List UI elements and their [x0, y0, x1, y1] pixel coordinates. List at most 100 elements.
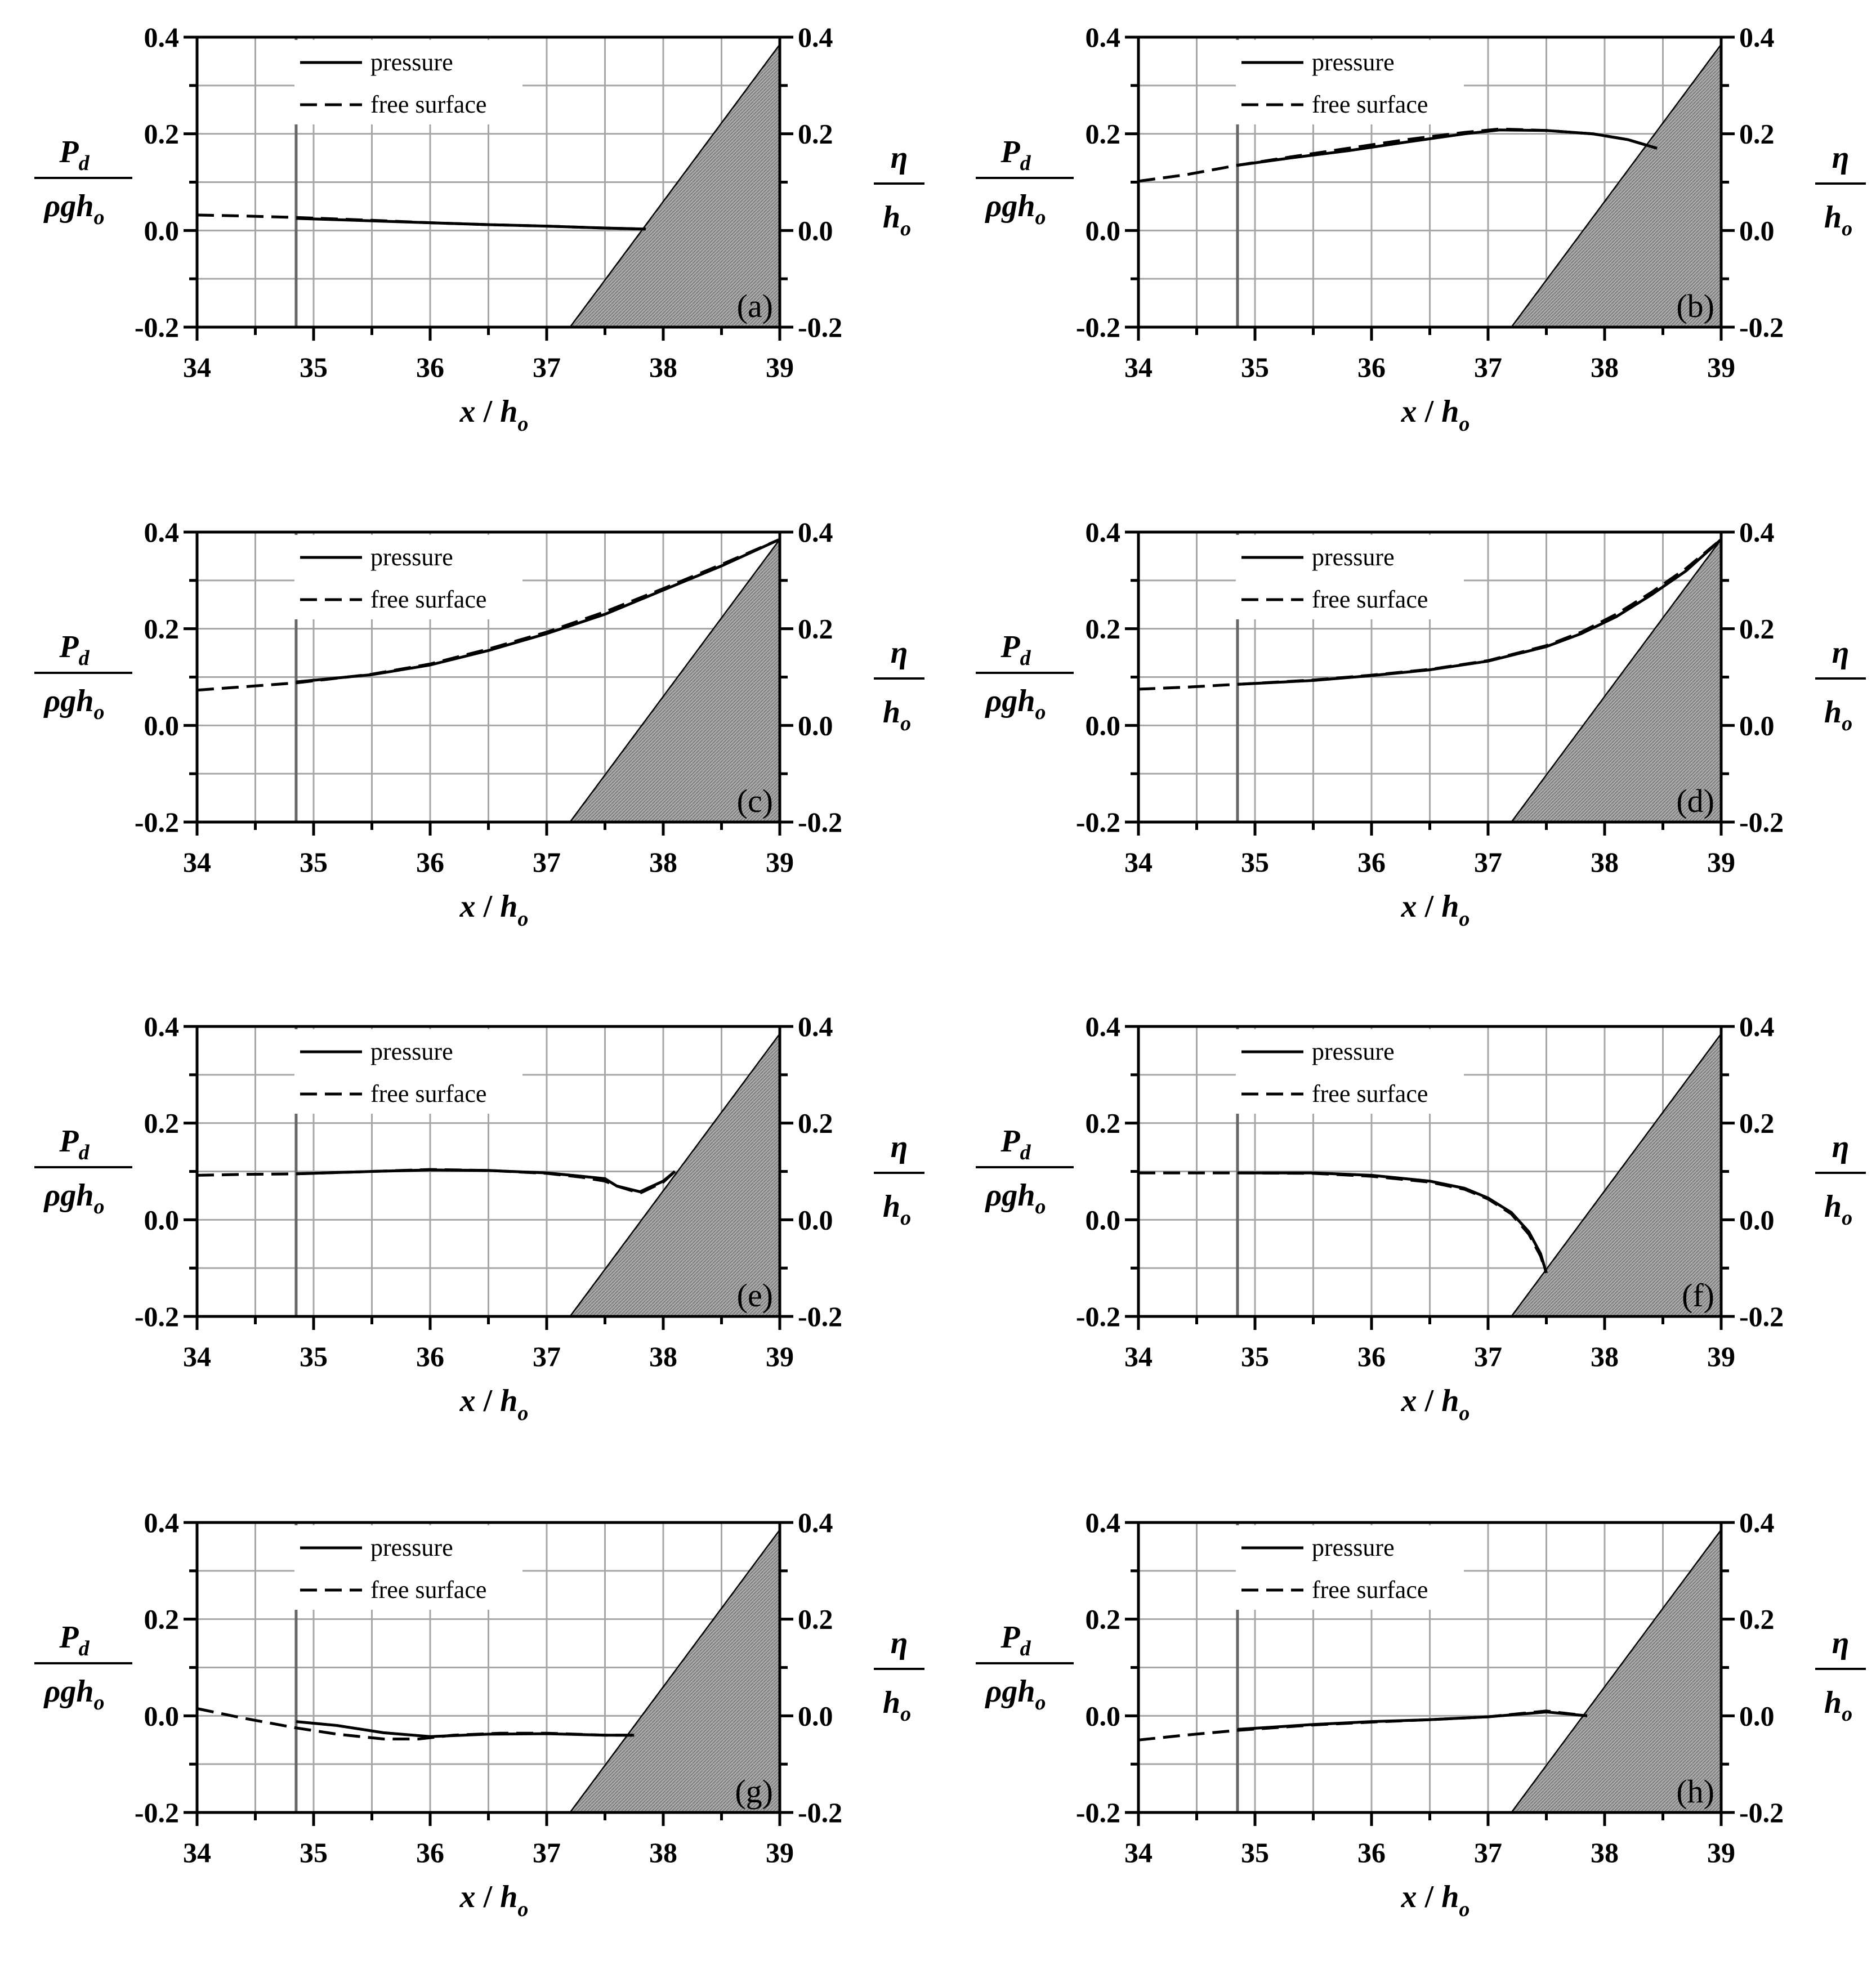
x-tick-label: 36: [416, 1837, 444, 1868]
x-tick-label: 39: [1707, 351, 1735, 383]
y-tick-label-left: -0.2: [1076, 311, 1120, 343]
x-tick-label: 36: [1357, 351, 1386, 383]
legend-label-pressure: pressure: [1312, 1038, 1395, 1065]
panel-label: (c): [737, 783, 773, 819]
left-axis-label-numerator: Pd: [1000, 629, 1031, 670]
y-tick-label-right: 0.4: [798, 1507, 833, 1538]
x-tick-label: 37: [533, 846, 561, 878]
y-tick-label-left: 0.4: [1086, 516, 1121, 548]
y-tick-label-right: -0.2: [798, 1797, 842, 1828]
y-tick-label-right: 0.0: [798, 1700, 833, 1731]
left-axis-label-numerator: Pd: [59, 629, 90, 670]
axis-ticks: [184, 530, 793, 836]
left-axis-label-denominator: ρgho: [43, 189, 105, 229]
x-tick-label: 37: [533, 351, 561, 383]
y-tick-label-left: 0.2: [144, 118, 180, 150]
y-tick-label-left: 0.4: [1086, 1011, 1121, 1042]
sloping-beach: [1509, 1032, 1722, 1318]
y-tick-label-left: 0.0: [144, 709, 180, 741]
y-tick-label-left: 0.2: [1086, 1108, 1121, 1139]
legend-label-pressure: pressure: [370, 543, 453, 571]
x-tick-label: 38: [649, 846, 677, 878]
legend-label-free-surface: free surface: [1312, 1576, 1428, 1604]
x-tick-label: 35: [300, 1837, 328, 1868]
x-tick-label: 34: [183, 351, 211, 383]
legend-background: [294, 535, 522, 619]
y-tick-label-right: 0.4: [798, 1011, 833, 1042]
x-tick-label: 38: [1591, 351, 1619, 383]
left-axis-label-numerator: Pd: [1000, 1124, 1031, 1164]
y-tick-label-left: -0.2: [135, 311, 179, 343]
sloping-beach: [1509, 1528, 1722, 1814]
y-tick-label-left: 0.4: [144, 516, 180, 548]
y-tick-label-left: -0.2: [1076, 1301, 1120, 1332]
x-tick-label: 39: [1707, 1341, 1735, 1372]
legend-background: [294, 1525, 522, 1610]
legend-label-pressure: pressure: [370, 1534, 453, 1561]
series-free-surface: [1138, 1171, 1548, 1274]
series-free-surface: [196, 1168, 676, 1195]
y-tick-label-right: -0.2: [798, 311, 842, 343]
y-tick-label-right: 0.2: [798, 1604, 833, 1635]
axis-ticks: [184, 1521, 793, 1826]
y-tick-label-right: 0.4: [1739, 516, 1775, 548]
y-tick-label-left: 0.4: [144, 21, 180, 53]
panel-label: (a): [737, 288, 773, 324]
right-axis-label-denominator: ho: [1824, 1189, 1852, 1230]
y-tick-label-left: 0.0: [144, 1700, 180, 1731]
grid: [197, 1026, 780, 1316]
x-tick-label: 36: [1357, 1341, 1386, 1372]
panel-label: (e): [737, 1277, 773, 1314]
sloping-beach: [568, 1528, 781, 1814]
x-tick-label: 36: [1357, 1837, 1386, 1868]
left-axis-label-numerator: Pd: [1000, 135, 1031, 175]
x-axis-label: x / ho: [459, 889, 529, 931]
series-free-surface: [196, 1707, 635, 1740]
y-tick-label-left: 0.0: [1086, 215, 1121, 246]
sloping-beach: [568, 1032, 781, 1318]
y-tick-label-right: -0.2: [1739, 311, 1784, 343]
x-tick-label: 35: [1241, 1837, 1269, 1868]
axis-ticks: [1125, 530, 1735, 836]
y-tick-label-right: 0.0: [1739, 1700, 1775, 1731]
x-tick-label: 39: [766, 1837, 794, 1868]
x-tick-label: 37: [533, 1837, 561, 1868]
x-axis-label: x / ho: [1401, 394, 1470, 436]
series-free-surface: [196, 538, 780, 692]
left-axis-label-numerator: Pd: [59, 1620, 90, 1660]
axis-ticks: [184, 35, 793, 341]
legend-background: [1236, 535, 1464, 619]
y-tick-label-right: 0.2: [1739, 1108, 1775, 1139]
y-tick-label-left: 0.2: [1086, 613, 1121, 645]
x-axis-label: x / ho: [1401, 1879, 1470, 1921]
x-tick-label: 35: [300, 846, 328, 878]
legend-background: [294, 1029, 522, 1114]
legend-background: [1236, 1029, 1464, 1114]
panel-label: (f): [1682, 1277, 1714, 1314]
legend-label-free-surface: free surface: [370, 1080, 486, 1108]
x-tick-label: 36: [416, 846, 444, 878]
series-pressure: [1238, 1171, 1548, 1274]
panel-g: 34 35 36 37 38 39-0.2 -0.20.0 0.00.2 0.20.4 0.4x …: [34, 1507, 924, 1921]
right-axis-label-denominator: ho: [1824, 200, 1852, 240]
x-tick-label: 39: [766, 846, 794, 878]
y-tick-label-right: 0.4: [1739, 1507, 1775, 1538]
right-axis-label-numerator: η: [1832, 1129, 1850, 1164]
left-axis-label-denominator: ρgho: [43, 684, 105, 724]
legend-label-pressure: pressure: [1312, 543, 1395, 571]
y-tick-label-right: 0.2: [1739, 118, 1775, 150]
sloping-beach: [568, 42, 781, 328]
x-tick-label: 34: [183, 846, 211, 878]
y-tick-label-right: 0.0: [798, 709, 833, 741]
y-tick-label-right: 0.2: [1739, 613, 1775, 645]
y-tick-label-left: -0.2: [1076, 1797, 1120, 1828]
y-tick-label-left: 0.2: [144, 1108, 180, 1139]
left-axis-label-denominator: ρgho: [985, 189, 1046, 229]
x-tick-label: 39: [1707, 1837, 1735, 1868]
legend-label-free-surface: free surface: [370, 91, 486, 118]
panel-label: (g): [735, 1773, 773, 1810]
right-axis-label-denominator: ho: [883, 1685, 911, 1726]
y-tick-label-right: 0.0: [1739, 1204, 1775, 1235]
y-tick-label-left: 0.4: [144, 1011, 180, 1042]
